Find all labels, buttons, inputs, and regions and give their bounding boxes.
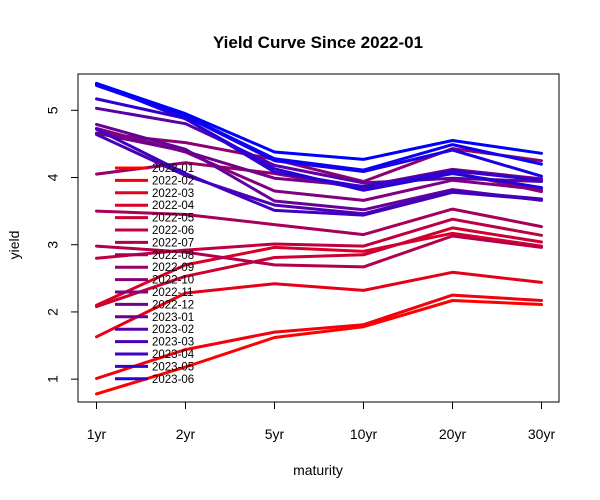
y-axis: 1 2 3 4 5 (45, 106, 78, 383)
series-line (95, 83, 543, 172)
x-tick-label: 30yr (528, 426, 556, 442)
y-tick-label: 4 (45, 173, 61, 181)
legend-entry-label: 2022-09 (152, 262, 194, 274)
legend-entry-label: 2022-05 (152, 213, 194, 225)
legend-entry-label: 2022-02 (152, 175, 194, 187)
legend-entry-label: 2022-07 (152, 237, 194, 249)
legend-entry-label: 2022-06 (152, 225, 194, 237)
legend-entry-label: 2023-05 (152, 361, 194, 373)
series-line (95, 81, 543, 161)
legend-entry-label: 2023-02 (152, 324, 194, 336)
legend-entry-label: 2022-04 (152, 200, 195, 212)
series-line (95, 270, 543, 339)
y-tick-label: 1 (45, 375, 61, 383)
series-lines (95, 81, 543, 396)
series-line (95, 226, 543, 309)
x-tick-label: 20yr (439, 426, 467, 442)
legend-entry-label: 2023-04 (152, 349, 195, 361)
series-line (95, 81, 543, 192)
series-line (95, 234, 543, 269)
legend-entry-label: 2023-06 (152, 374, 194, 386)
y-tick-label: 2 (45, 308, 61, 316)
legend-entry-label: 2023-03 (152, 337, 194, 349)
series-line (95, 299, 543, 396)
chart-title: Yield Curve Since 2022-01 (213, 33, 423, 52)
series-line (95, 293, 543, 380)
legend-entry-label: 2022-10 (152, 275, 194, 287)
x-tick-label: 1yr (87, 426, 107, 442)
legend-entry-label: 2022-01 (152, 163, 194, 175)
x-axis: 1yr 2yr 5yr 10yr 20yr 30yr (87, 402, 556, 442)
series-line (95, 207, 543, 237)
y-tick-label: 5 (45, 106, 61, 114)
y-axis-label: yield (6, 231, 22, 260)
x-tick-label: 10yr (350, 426, 378, 442)
series-line (95, 127, 543, 217)
legend: 2022-012022-022022-032022-042022-052022-… (115, 163, 195, 386)
y-tick-label: 3 (45, 241, 61, 249)
x-axis-label: maturity (293, 462, 343, 478)
legend-entry-label: 2022-08 (152, 250, 194, 262)
plot-frame (77, 73, 560, 403)
legend-entry-label: 2022-03 (152, 188, 194, 200)
legend-entry-label: 2022-11 (152, 287, 193, 299)
series-line (95, 106, 543, 185)
x-tick-label: 2yr (176, 426, 196, 442)
legend-entry-label: 2023-01 (152, 312, 194, 324)
x-tick-label: 5yr (265, 426, 285, 442)
series-line (95, 231, 543, 307)
legend-entry-label: 2022-12 (152, 299, 194, 311)
series-line (95, 131, 543, 183)
